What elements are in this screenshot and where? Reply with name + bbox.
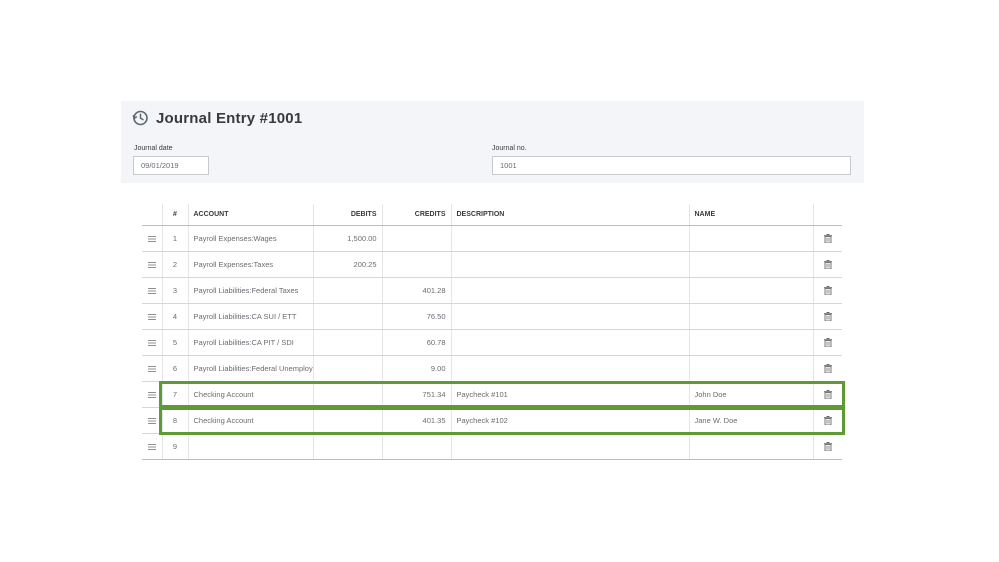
account-cell[interactable] bbox=[188, 433, 314, 460]
table-row[interactable]: 6 Payroll Liabilities:Federal Unemployme… bbox=[142, 355, 842, 382]
name-cell[interactable] bbox=[689, 251, 814, 278]
journal-date-input[interactable] bbox=[133, 156, 209, 175]
account-cell[interactable]: Payroll Liabilities:Federal Taxes bbox=[188, 277, 314, 304]
trash-icon[interactable] bbox=[823, 441, 832, 451]
journal-header-panel: Journal Entry #1001 Journal date Journal… bbox=[121, 101, 864, 183]
drag-handle-icon[interactable] bbox=[147, 261, 156, 268]
name-cell[interactable] bbox=[689, 433, 814, 460]
name-column-header: NAME bbox=[689, 204, 814, 226]
drag-handle-icon[interactable] bbox=[147, 235, 156, 242]
line-number: 6 bbox=[162, 355, 189, 382]
account-cell[interactable]: Checking Account bbox=[188, 407, 314, 434]
account-cell[interactable]: Payroll Expenses:Wages bbox=[188, 225, 314, 252]
trash-icon[interactable] bbox=[823, 233, 832, 243]
description-column-header: DESCRIPTION bbox=[451, 204, 690, 226]
drag-handle-icon[interactable] bbox=[147, 365, 156, 372]
trash-icon[interactable] bbox=[823, 311, 832, 321]
credit-cell[interactable] bbox=[382, 433, 452, 460]
trash-icon[interactable] bbox=[823, 259, 832, 269]
debit-cell[interactable] bbox=[313, 433, 383, 460]
delete-column-header bbox=[813, 204, 842, 226]
journal-no-label: Journal no. bbox=[492, 145, 527, 152]
drag-handle-icon[interactable] bbox=[147, 339, 156, 346]
name-cell[interactable]: Jane W. Doe bbox=[689, 407, 814, 434]
debit-cell[interactable]: 200.25 bbox=[313, 251, 383, 278]
trash-icon[interactable] bbox=[823, 337, 832, 347]
table-row[interactable]: 2 Payroll Expenses:Taxes 200.25 bbox=[142, 251, 842, 278]
description-cell[interactable] bbox=[451, 277, 690, 304]
table-row[interactable]: 9 bbox=[142, 433, 842, 460]
line-number: 1 bbox=[162, 225, 189, 252]
recent-history-icon[interactable] bbox=[131, 109, 149, 127]
line-number: 5 bbox=[162, 329, 189, 356]
line-number: 7 bbox=[162, 381, 189, 408]
line-number: 2 bbox=[162, 251, 189, 278]
credit-cell[interactable]: 60.78 bbox=[382, 329, 452, 356]
page-title: Journal Entry #1001 bbox=[156, 109, 303, 127]
name-cell[interactable] bbox=[689, 303, 814, 330]
credit-cell[interactable]: 751.34 bbox=[382, 381, 452, 408]
description-cell[interactable] bbox=[451, 225, 690, 252]
debit-cell[interactable] bbox=[313, 381, 383, 408]
journal-date-label: Journal date bbox=[134, 145, 173, 152]
account-cell[interactable]: Payroll Liabilities:Federal Unemployment bbox=[188, 355, 314, 382]
table-row[interactable]: 4 Payroll Liabilities:CA SUI / ETT 76.50 bbox=[142, 303, 842, 330]
credit-cell[interactable] bbox=[382, 225, 452, 252]
trash-icon[interactable] bbox=[823, 389, 832, 399]
drag-handle-icon[interactable] bbox=[147, 313, 156, 320]
table-header-row: # ACCOUNT DEBITS CREDITS DESCRIPTION NAM… bbox=[142, 204, 842, 226]
drag-column-header bbox=[142, 204, 163, 226]
name-cell[interactable] bbox=[689, 355, 814, 382]
description-cell[interactable] bbox=[451, 355, 690, 382]
account-cell[interactable]: Payroll Expenses:Taxes bbox=[188, 251, 314, 278]
line-number: 4 bbox=[162, 303, 189, 330]
debit-cell[interactable] bbox=[313, 407, 383, 434]
name-cell[interactable] bbox=[689, 225, 814, 252]
journal-no-input[interactable] bbox=[492, 156, 851, 175]
trash-icon[interactable] bbox=[823, 285, 832, 295]
description-cell[interactable]: Paycheck #101 bbox=[451, 381, 690, 408]
line-number: 9 bbox=[162, 433, 189, 460]
description-cell[interactable] bbox=[451, 251, 690, 278]
table-row[interactable]: 5 Payroll Liabilities:CA PIT / SDI 60.78 bbox=[142, 329, 842, 356]
debits-column-header: DEBITS bbox=[313, 204, 383, 226]
line-number: 8 bbox=[162, 407, 189, 434]
name-cell[interactable] bbox=[689, 329, 814, 356]
table-row[interactable]: 8 Checking Account 401.35 Paycheck #102 … bbox=[142, 407, 842, 434]
drag-handle-icon[interactable] bbox=[147, 391, 156, 398]
debit-cell[interactable] bbox=[313, 303, 383, 330]
debit-cell[interactable] bbox=[313, 329, 383, 356]
trash-icon[interactable] bbox=[823, 363, 832, 373]
debit-cell[interactable] bbox=[313, 277, 383, 304]
description-cell[interactable] bbox=[451, 303, 690, 330]
title-row: Journal Entry #1001 bbox=[131, 109, 302, 127]
trash-icon[interactable] bbox=[823, 415, 832, 425]
debit-cell[interactable] bbox=[313, 355, 383, 382]
name-cell[interactable]: John Doe bbox=[689, 381, 814, 408]
account-cell[interactable]: Payroll Liabilities:CA SUI / ETT bbox=[188, 303, 314, 330]
drag-handle-icon[interactable] bbox=[147, 287, 156, 294]
table-row[interactable]: 7 Checking Account 751.34 Paycheck #101 … bbox=[142, 381, 842, 408]
account-cell[interactable]: Payroll Liabilities:CA PIT / SDI bbox=[188, 329, 314, 356]
credit-cell[interactable]: 401.28 bbox=[382, 277, 452, 304]
credit-cell[interactable]: 9.00 bbox=[382, 355, 452, 382]
line-number: 3 bbox=[162, 277, 189, 304]
credits-column-header: CREDITS bbox=[382, 204, 452, 226]
credit-cell[interactable] bbox=[382, 251, 452, 278]
journal-lines-table: # ACCOUNT DEBITS CREDITS DESCRIPTION NAM… bbox=[142, 204, 842, 460]
drag-handle-icon[interactable] bbox=[147, 417, 156, 424]
debit-cell[interactable]: 1,500.00 bbox=[313, 225, 383, 252]
description-cell[interactable] bbox=[451, 433, 690, 460]
credit-cell[interactable]: 401.35 bbox=[382, 407, 452, 434]
name-cell[interactable] bbox=[689, 277, 814, 304]
table-row[interactable]: 1 Payroll Expenses:Wages 1,500.00 bbox=[142, 225, 842, 252]
account-cell[interactable]: Checking Account bbox=[188, 381, 314, 408]
num-column-header: # bbox=[162, 204, 189, 226]
description-cell[interactable]: Paycheck #102 bbox=[451, 407, 690, 434]
credit-cell[interactable]: 76.50 bbox=[382, 303, 452, 330]
account-column-header: ACCOUNT bbox=[188, 204, 314, 226]
drag-handle-icon[interactable] bbox=[147, 443, 156, 450]
table-row[interactable]: 3 Payroll Liabilities:Federal Taxes 401.… bbox=[142, 277, 842, 304]
description-cell[interactable] bbox=[451, 329, 690, 356]
